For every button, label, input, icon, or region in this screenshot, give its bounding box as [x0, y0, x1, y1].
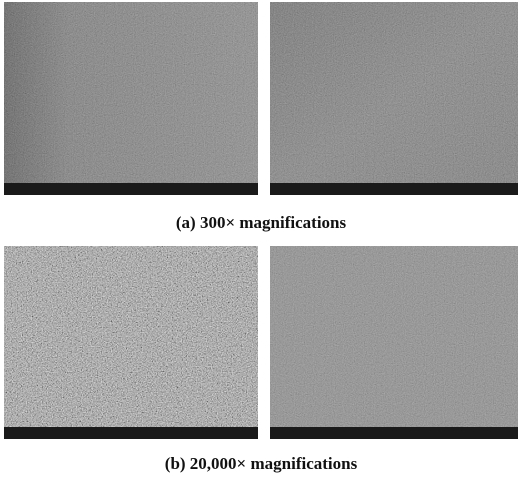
- caption: (b) 20,000× magnifications: [165, 454, 358, 473]
- image-top-right: [270, 2, 518, 195]
- image-bottom-left: [4, 246, 258, 439]
- caption: (a) 300× magnifications: [176, 213, 347, 232]
- image-bottom-right: [270, 246, 518, 439]
- figure: (a) 300× magnifications (b) 20,000× magn…: [0, 0, 522, 477]
- image-top-left: [4, 2, 258, 195]
